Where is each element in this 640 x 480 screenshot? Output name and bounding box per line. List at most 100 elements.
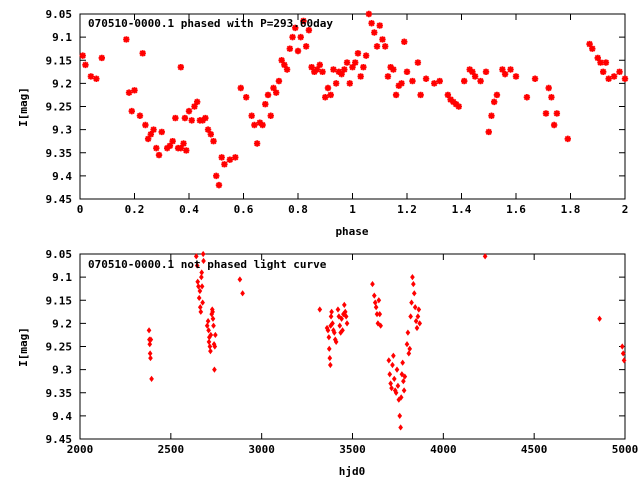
data-point xyxy=(417,320,423,327)
data-point xyxy=(589,45,596,52)
data-point xyxy=(499,66,506,73)
data-point xyxy=(412,304,418,311)
data-point xyxy=(388,380,393,387)
data-point xyxy=(208,331,214,339)
data-point xyxy=(200,250,206,258)
data-point xyxy=(387,63,394,71)
data-point xyxy=(397,412,403,419)
data-point xyxy=(311,68,318,76)
y-tick-label: 9.1 xyxy=(52,271,72,284)
data-point xyxy=(149,375,154,382)
x-axis-label: hjd0 xyxy=(339,465,366,478)
data-point xyxy=(317,306,323,313)
data-point xyxy=(482,68,490,76)
data-point xyxy=(400,359,405,366)
data-point xyxy=(382,43,389,50)
data-point xyxy=(398,80,405,87)
data-point xyxy=(461,77,468,85)
data-point xyxy=(131,87,138,94)
data-point xyxy=(405,329,411,336)
data-point xyxy=(98,54,105,62)
data-point xyxy=(128,107,135,115)
data-point xyxy=(181,114,189,122)
data-point xyxy=(375,320,381,327)
x-tick-label: 3500 xyxy=(339,443,366,456)
data-point xyxy=(482,253,488,260)
data-point xyxy=(197,304,203,311)
data-point xyxy=(333,338,339,345)
x-tick-label: 2000 xyxy=(67,443,94,456)
data-point xyxy=(362,52,370,59)
data-point xyxy=(201,257,206,265)
data-point xyxy=(564,135,571,143)
data-point xyxy=(455,103,462,110)
data-point xyxy=(360,63,367,71)
data-point xyxy=(471,73,479,80)
data-point xyxy=(392,91,400,99)
data-point xyxy=(553,110,561,117)
data-point xyxy=(600,68,607,76)
data-point xyxy=(305,26,313,34)
y-tick-label: 9.35 xyxy=(46,147,73,160)
data-point xyxy=(328,313,334,320)
data-point xyxy=(212,343,218,350)
data-point xyxy=(199,269,205,276)
y-tick-label: 9.1 xyxy=(52,31,72,44)
data-point xyxy=(212,366,217,373)
data-point xyxy=(237,84,244,92)
data-point xyxy=(210,137,217,145)
data-point xyxy=(346,80,353,87)
data-point xyxy=(407,345,413,352)
data-point xyxy=(326,334,332,341)
data-point xyxy=(302,43,310,50)
data-point xyxy=(621,75,629,82)
data-point xyxy=(395,82,403,89)
data-point xyxy=(218,154,225,161)
chart-title: 070510-0000.1 not phased light curve xyxy=(88,258,327,271)
data-point xyxy=(414,59,422,66)
plot-frame xyxy=(79,13,626,200)
y-tick-label: 9.2 xyxy=(52,317,72,330)
data-point xyxy=(343,313,349,320)
data-point xyxy=(447,96,454,103)
data-point xyxy=(594,54,601,62)
data-point xyxy=(406,350,412,357)
data-point xyxy=(336,313,342,320)
data-point xyxy=(373,43,381,50)
data-point xyxy=(146,327,152,334)
data-point xyxy=(431,80,438,87)
data-point xyxy=(414,324,420,332)
data-point xyxy=(371,29,378,36)
x-tick-labels: 2000 2500 3000 3500 4000 4500 5000 xyxy=(67,443,639,456)
x-tick-label: 0.8 xyxy=(288,203,308,216)
x-tick-label: 1.2 xyxy=(397,203,417,216)
data-point xyxy=(332,80,340,87)
y-tick-label: 9.15 xyxy=(46,54,73,67)
data-point xyxy=(208,348,213,355)
x-tick-label: 1.4 xyxy=(452,203,472,216)
data-point xyxy=(401,38,408,45)
y-axis-label: I[mag] xyxy=(17,87,30,127)
data-point xyxy=(325,327,331,334)
data-point xyxy=(251,121,258,129)
data-point xyxy=(248,112,255,119)
data-point xyxy=(144,135,152,143)
phased-light-curve-chart: 0 0.2 0.4 0.6 0.8 1 1.2 1.4 1.6 1.8 2 9.059.19.159… xyxy=(17,8,628,238)
data-point xyxy=(243,94,250,101)
data-point xyxy=(148,336,154,343)
data-point xyxy=(349,63,356,71)
data-point xyxy=(401,387,407,394)
y-tick-label: 9.35 xyxy=(46,387,73,400)
y-tick-label: 9.25 xyxy=(46,101,73,114)
data-point xyxy=(620,350,626,357)
data-point xyxy=(211,322,216,329)
data-point xyxy=(597,315,602,322)
data-point xyxy=(240,290,245,297)
x-axis-label: phase xyxy=(335,225,368,238)
data-point xyxy=(215,181,223,189)
unphased-light-curve-chart: 2000 2500 3000 3500 4000 4500 5000 9.05 9.1 9.15… xyxy=(17,248,638,478)
y-tick-label: 9.25 xyxy=(46,341,73,354)
data-point xyxy=(232,154,239,161)
data-point xyxy=(150,126,157,133)
